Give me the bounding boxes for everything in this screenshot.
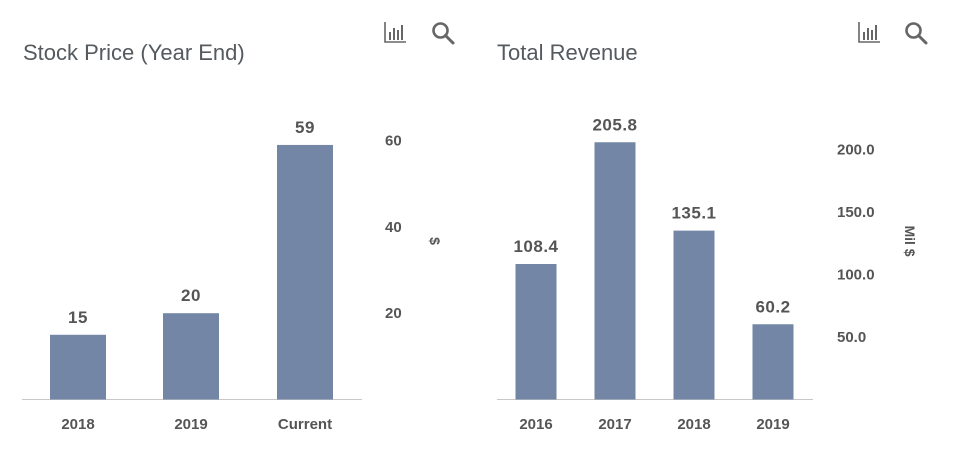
y-tick-label: 50.0 xyxy=(837,329,866,346)
data-label: 135.1 xyxy=(671,204,716,223)
category-label: 2019 xyxy=(756,416,789,433)
y-tick-label: 60 xyxy=(385,133,402,150)
bar-2019[interactable] xyxy=(163,313,219,400)
stock-price-plot: 15 2018 20 2019 59 Current 20 40 60 $ xyxy=(22,118,443,433)
data-label: 108.4 xyxy=(513,237,558,256)
y-tick-label: 150.0 xyxy=(837,204,875,221)
category-label: 2019 xyxy=(174,416,207,433)
category-label: 2017 xyxy=(598,416,631,433)
category-label: Current xyxy=(278,416,332,433)
search-icon[interactable] xyxy=(430,20,456,46)
bar-chart-icon[interactable] xyxy=(856,20,882,46)
category-label: 2018 xyxy=(61,416,94,433)
bar-chart-icon[interactable] xyxy=(382,20,408,46)
bar-2018[interactable] xyxy=(673,230,715,400)
data-label: 205.8 xyxy=(592,115,637,134)
bar-2018[interactable] xyxy=(50,334,106,400)
bar-current[interactable] xyxy=(277,144,333,400)
stock-price-chart: Stock Price (Year End) 15 2018 20 2019 59 Cur… xyxy=(0,0,470,458)
chart-title: Total Revenue xyxy=(497,40,638,65)
bar-2017[interactable] xyxy=(594,142,636,400)
category-label: 2018 xyxy=(677,416,710,433)
total-revenue-plot: 108.4 2016 205.8 2017 135.1 2018 60.2 2019 50.0 1… xyxy=(497,115,918,433)
total-revenue-chart: Total Revenue 108.4 2016 205.8 2017 135.1 201… xyxy=(475,0,958,458)
category-label: 2016 xyxy=(519,416,552,433)
y-axis-title: Mil $ xyxy=(902,225,918,256)
data-label: 60.2 xyxy=(755,297,790,316)
search-icon[interactable] xyxy=(903,20,929,46)
y-tick-label: 100.0 xyxy=(837,267,875,284)
y-tick-label: 20 xyxy=(385,305,402,322)
y-tick-label: 40 xyxy=(385,219,402,236)
data-label: 59 xyxy=(295,118,315,137)
y-axis-title: $ xyxy=(427,237,443,245)
data-label: 15 xyxy=(68,308,88,327)
chart-title: Stock Price (Year End) xyxy=(23,40,245,65)
bar-2016[interactable] xyxy=(515,264,557,400)
bar-2019[interactable] xyxy=(752,324,794,400)
data-label: 20 xyxy=(181,286,201,305)
y-tick-label: 200.0 xyxy=(837,142,875,159)
